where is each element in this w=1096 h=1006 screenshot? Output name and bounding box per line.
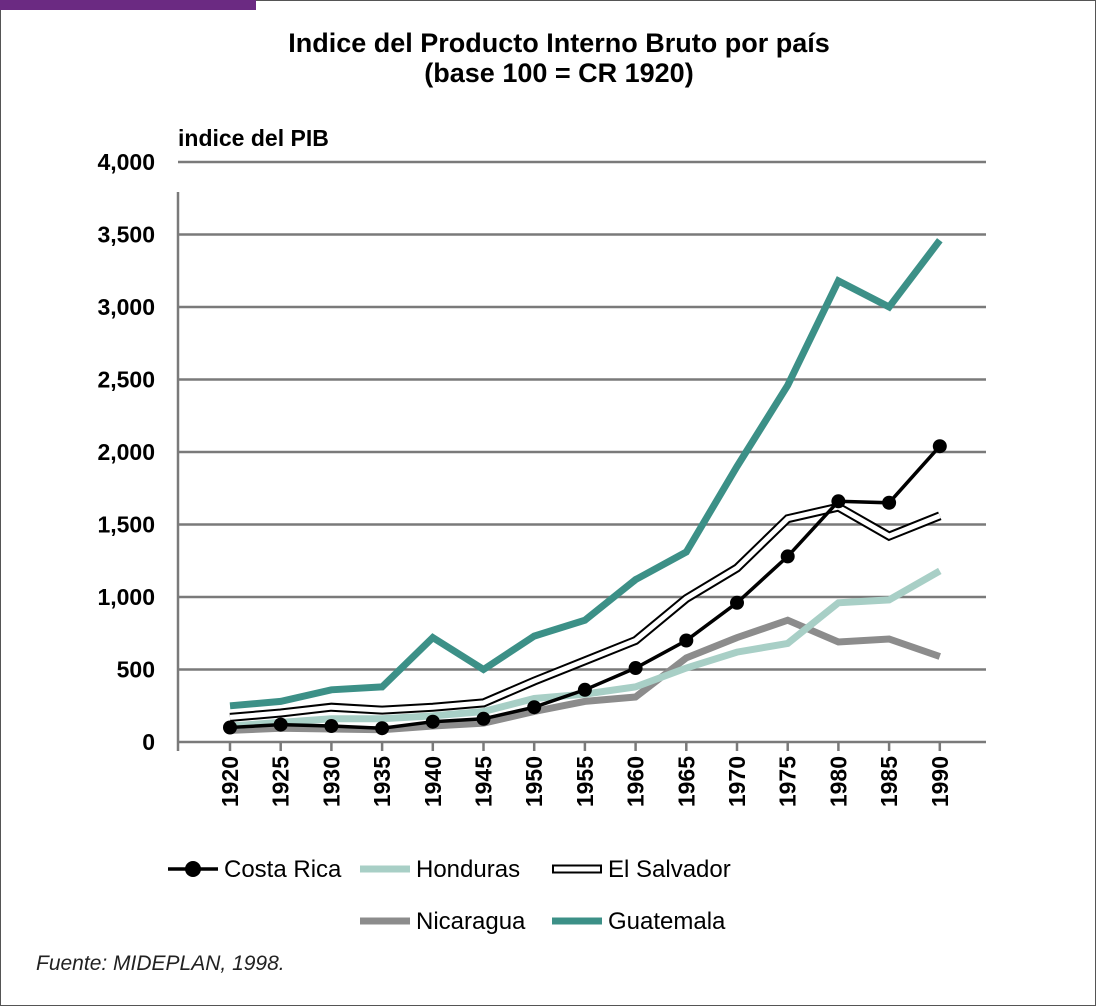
x-tick-label: 1965 <box>673 756 699 807</box>
accent-bar <box>0 0 256 10</box>
legend-item-el-salvador: El Salvador <box>552 856 731 883</box>
data-point <box>831 494 846 509</box>
y-tick-label: 3,000 <box>97 294 155 320</box>
data-point <box>730 595 744 610</box>
y-tick-label: 1,000 <box>97 584 155 610</box>
chart-subtitle: (base 100 = CR 1920) <box>424 58 693 88</box>
legend-item-guatemala: Guatemala <box>552 908 726 935</box>
x-tick-label: 1945 <box>471 756 497 807</box>
series-line <box>229 616 941 734</box>
data-point <box>476 711 491 726</box>
data-point <box>577 682 592 697</box>
legend-label: Guatemala <box>608 908 726 935</box>
legend-label: Nicaragua <box>416 908 526 935</box>
series-costa-rica <box>223 439 947 736</box>
legend-item-nicaragua: Nicaragua <box>360 908 526 935</box>
y-tick-label: 3,500 <box>97 222 155 248</box>
y-tick-label: 1,500 <box>97 512 155 538</box>
x-tick-label: 1960 <box>623 756 649 807</box>
x-tick-label: 1925 <box>268 756 294 807</box>
data-point <box>527 700 542 715</box>
x-tick-label: 1985 <box>876 756 902 807</box>
data-point <box>679 633 694 648</box>
legend-label: Costa Rica <box>224 856 342 883</box>
series-line <box>229 238 943 710</box>
data-point <box>273 717 288 732</box>
legend-item-honduras: Honduras <box>360 856 520 883</box>
legend-label: El Salvador <box>608 856 731 883</box>
y-axis-label: indice del PIB <box>178 125 329 151</box>
x-tick-label: 1950 <box>521 756 547 807</box>
chart-title: Indice del Producto Interno Bruto por pa… <box>288 28 830 58</box>
data-point <box>324 719 339 734</box>
series-el-salvador <box>229 502 942 722</box>
legend-label: Honduras <box>416 856 520 883</box>
legend: Costa Rica Honduras El Salvador Nicaragua Gu… <box>168 856 731 935</box>
legend-item-costa-rica: Costa Rica <box>168 856 342 883</box>
x-tick-label: 1955 <box>572 756 598 807</box>
x-tick-label: 1920 <box>217 756 243 807</box>
x-tick-label: 1980 <box>825 756 851 807</box>
axes: 0 500 1,000 1,500 2,000 2,500 3,000 3,500 4,000 1… <box>97 149 986 807</box>
data-point <box>628 661 643 676</box>
y-tick-label: 2,000 <box>97 439 155 465</box>
data-point <box>223 720 237 735</box>
series-line-inner <box>229 504 941 720</box>
x-tick-label: 1930 <box>318 756 344 807</box>
x-tick-label: 1990 <box>927 756 953 807</box>
series-layer <box>223 238 947 736</box>
x-tick-label: 1970 <box>724 756 750 807</box>
data-point <box>425 714 440 729</box>
y-tick-label: 500 <box>117 657 155 683</box>
series-guatemala <box>229 238 943 710</box>
data-point <box>882 495 897 510</box>
x-tick-label: 1940 <box>420 756 446 807</box>
y-tick-label: 2,500 <box>97 367 155 393</box>
y-tick-label: 0 <box>142 729 155 755</box>
x-tick-label: 1975 <box>775 756 801 807</box>
data-point <box>932 439 947 454</box>
data-point <box>375 721 390 736</box>
data-point <box>780 549 795 564</box>
source-note: Fuente: MIDEPLAN, 1998. <box>36 952 285 975</box>
y-tick-label: 4,000 <box>97 149 155 175</box>
legend-marker <box>185 861 201 877</box>
x-tick-label: 1935 <box>369 756 395 807</box>
gridlines <box>178 160 986 671</box>
series-nicaragua <box>229 616 941 734</box>
